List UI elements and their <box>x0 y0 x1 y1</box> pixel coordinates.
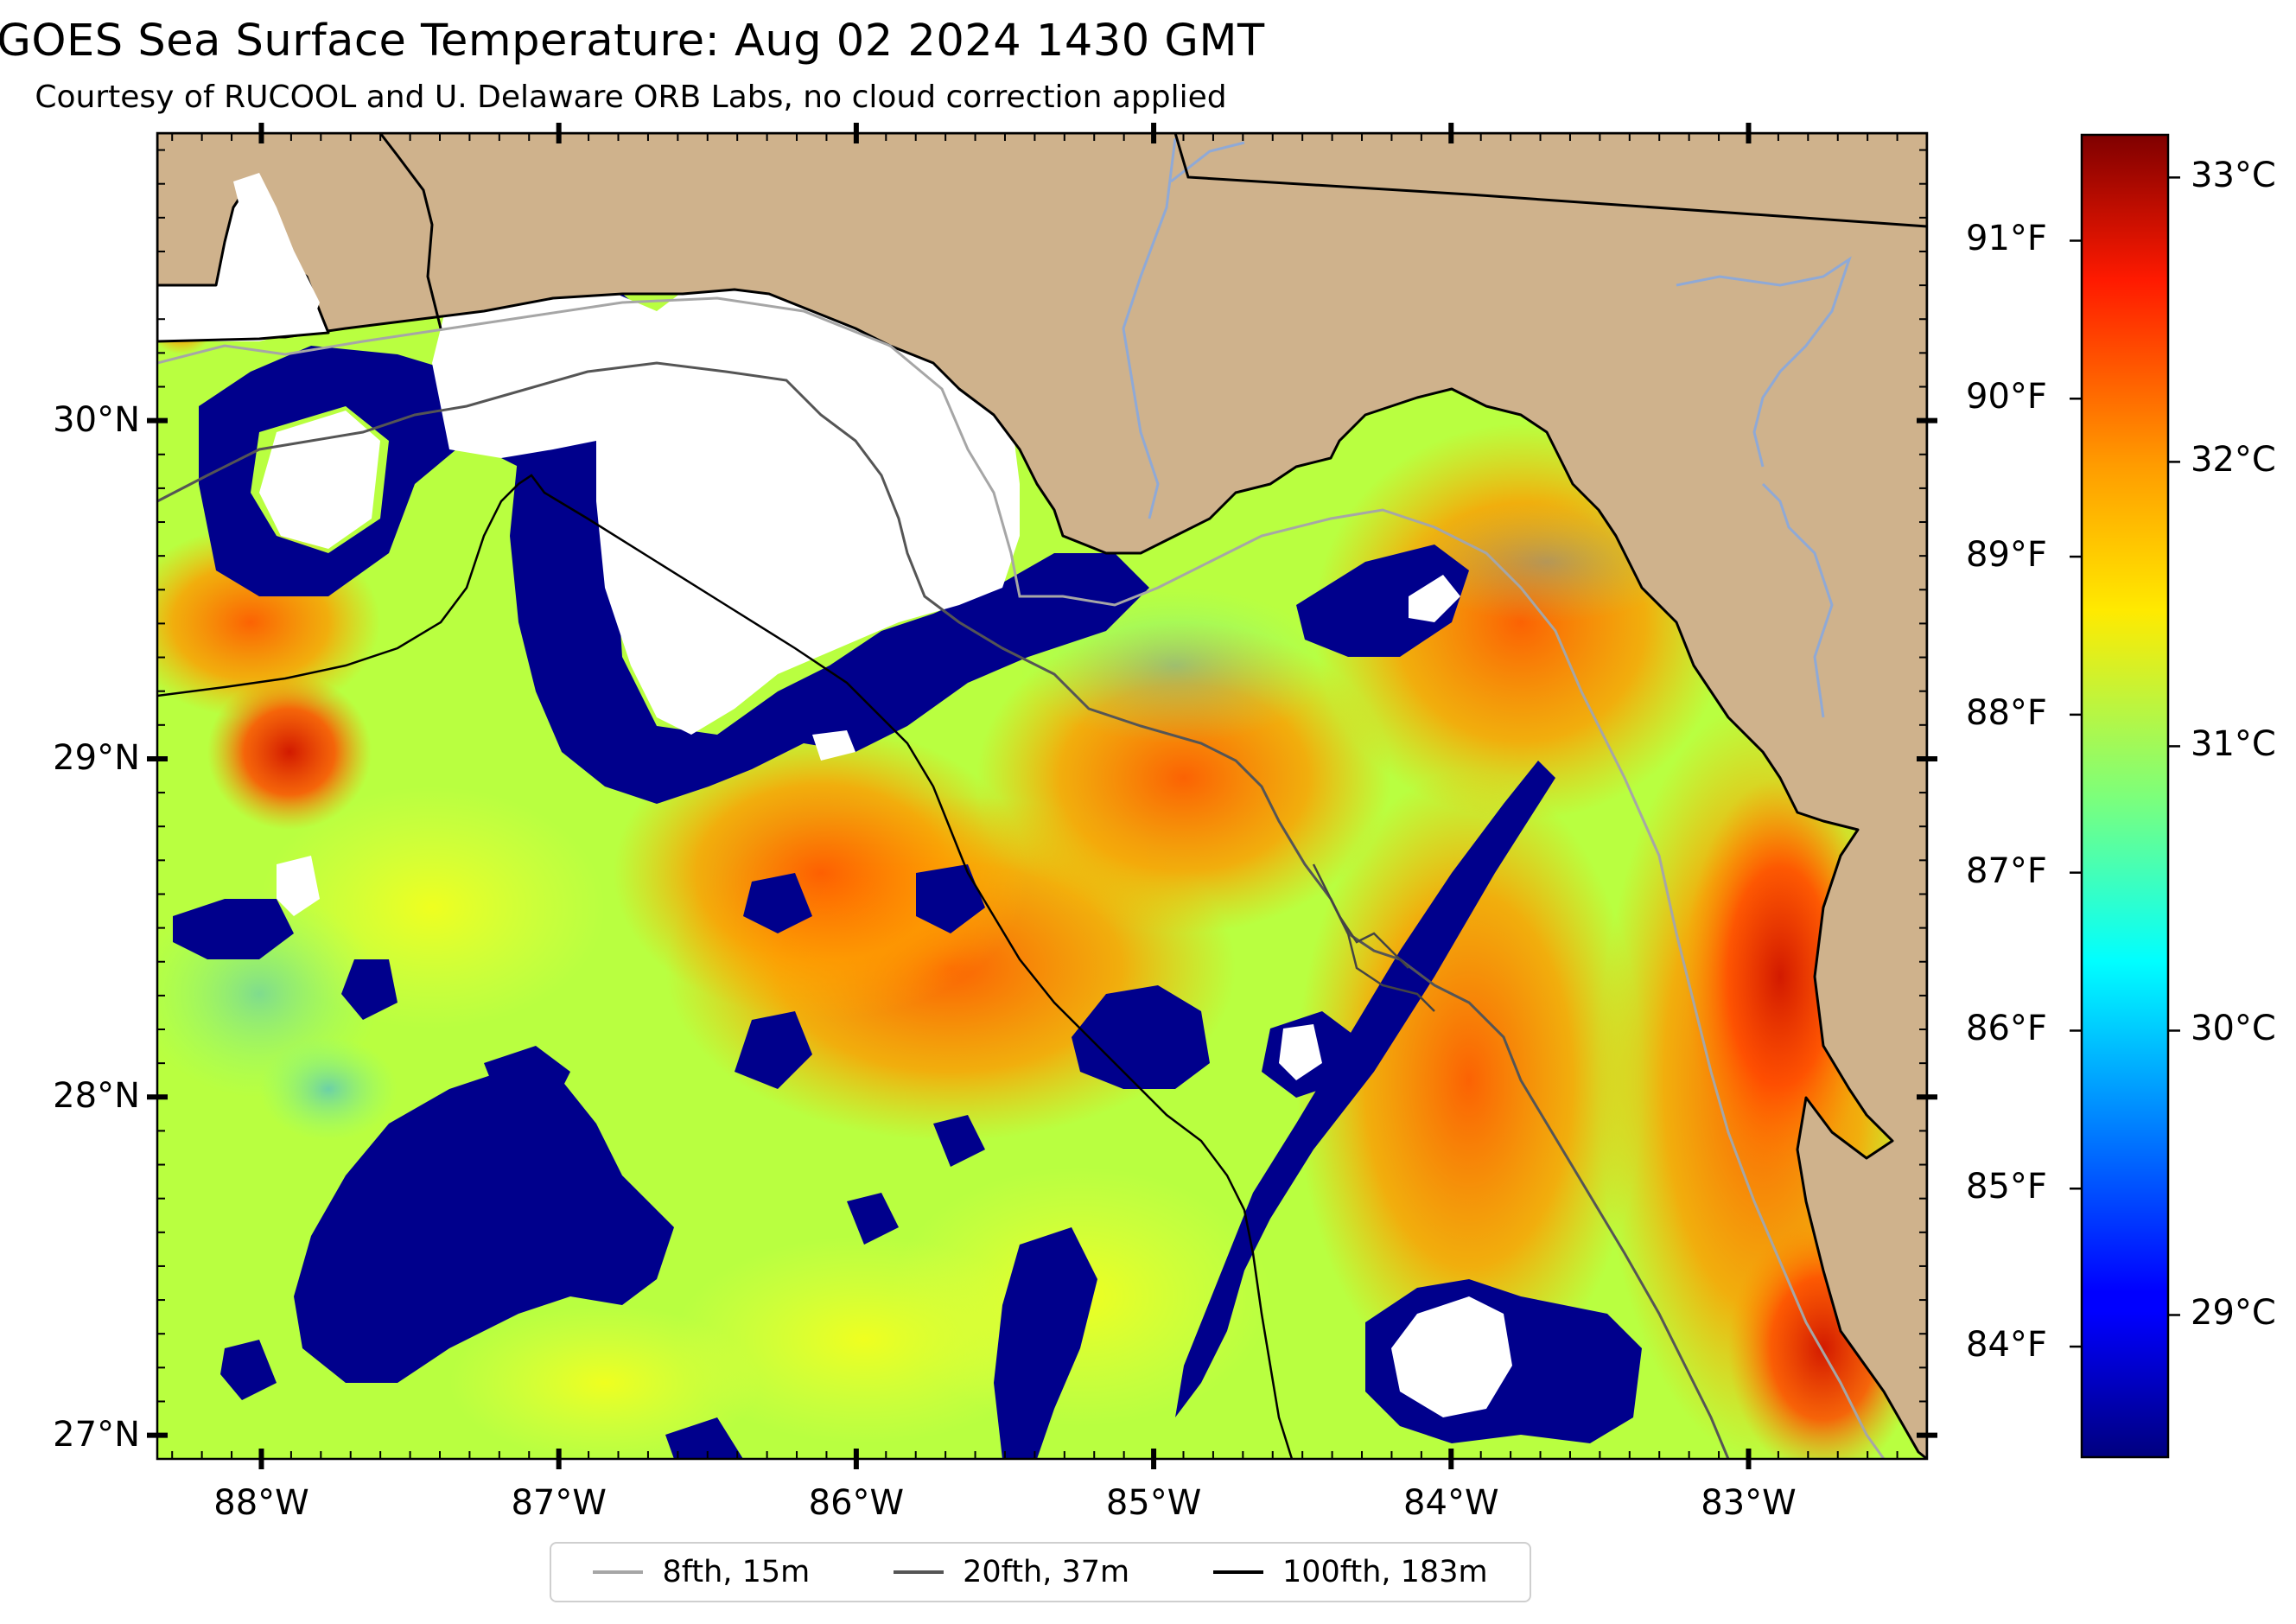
lon-label-2: 86°W <box>808 1483 905 1523</box>
c-label-3: 32°C <box>2191 440 2276 481</box>
lon-label-1: 87°W <box>511 1483 607 1523</box>
legend-item-100fth: 100fth, 183m <box>1212 1555 1488 1589</box>
state-borders <box>378 133 1927 329</box>
map-title: GOES Sea Surface Temperature: Aug 02 202… <box>0 16 1265 67</box>
axis-ticks <box>147 123 1937 1469</box>
isobath-legend: 8fth, 15m 20fth, 37m 100fth, 183m <box>550 1542 1531 1602</box>
f-label-3: 87°F <box>1966 850 2047 891</box>
lon-label-5: 83°W <box>1701 1483 1797 1523</box>
hot-water-coast <box>1685 778 1875 1175</box>
map-frame <box>156 131 1929 1461</box>
yellow-patch-3 <box>674 1236 1054 1443</box>
no-data-regions <box>164 277 1512 1417</box>
f-label-1: 85°F <box>1966 1167 2047 1207</box>
lon-label-4: 84°W <box>1403 1483 1499 1523</box>
legend-line-100fth <box>1212 1570 1263 1574</box>
c-label-4: 33°C <box>2191 156 2276 196</box>
map-subtitle: Courtesy of RUCOOL and U. Delaware ORB L… <box>35 80 1227 115</box>
cool-patch-2 <box>259 1037 398 1141</box>
legend-line-8fth <box>593 1570 644 1574</box>
c-label-1: 30°C <box>2191 1009 2276 1049</box>
lon-label-3: 85°W <box>1105 1483 1202 1523</box>
f-label-0: 84°F <box>1966 1325 2047 1366</box>
yellow-patch-4 <box>449 1305 760 1459</box>
f-label-5: 89°F <box>1966 535 2047 576</box>
legend-item-20fth: 20fth, 37m <box>894 1555 1129 1589</box>
legend-label-100fth: 100fth, 183m <box>1282 1555 1488 1589</box>
rivers <box>1122 137 1852 718</box>
legend-item-8fth: 8fth, 15m <box>593 1555 810 1589</box>
legend-label-20fth: 20fth, 37m <box>963 1555 1130 1589</box>
warm-water-west-central <box>614 726 1028 1020</box>
colorbar-ticks <box>2070 176 2180 1348</box>
sst-map <box>157 133 1927 1459</box>
f-label-2: 86°F <box>1966 1009 2047 1049</box>
c-label-0: 29°C <box>2191 1293 2276 1334</box>
c-label-2: 31°C <box>2191 724 2276 765</box>
legend-line-20fth <box>894 1570 944 1574</box>
warm-water-south <box>1296 769 1642 1392</box>
colorbar <box>2080 133 2170 1459</box>
lon-label-0: 88°W <box>213 1483 309 1523</box>
f-label-4: 88°F <box>1966 692 2047 733</box>
lat-label-2: 28°N <box>53 1076 140 1117</box>
hot-spot-west <box>207 674 372 830</box>
lat-label-1: 29°N <box>53 737 140 778</box>
mobile-bay <box>233 173 320 324</box>
legend-label-8fth: 8fth, 15m <box>662 1555 811 1589</box>
f-label-7: 91°F <box>1966 219 2047 259</box>
coast-detail <box>1312 863 1435 1012</box>
lat-label-3: 27°N <box>53 1414 140 1455</box>
lat-label-0: 30°N <box>53 399 140 440</box>
isobaths <box>157 296 1886 1459</box>
f-label-6: 90°F <box>1966 377 2047 417</box>
